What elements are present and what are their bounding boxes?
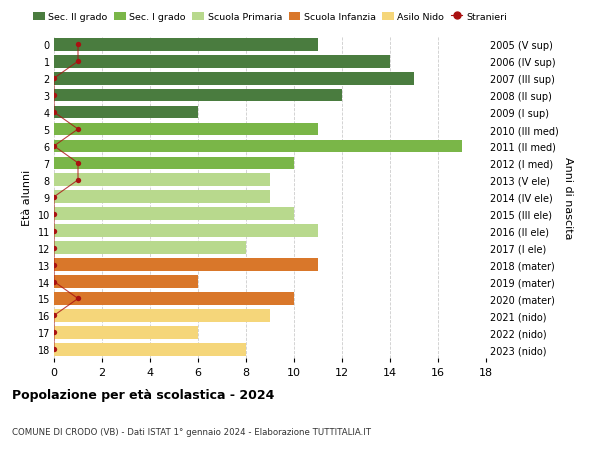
Point — [73, 126, 83, 134]
Point — [49, 329, 59, 336]
Point — [73, 177, 83, 184]
Point — [49, 278, 59, 285]
Bar — [54, 39, 318, 51]
Bar — [54, 208, 294, 221]
Bar — [54, 123, 318, 136]
Point — [49, 261, 59, 269]
Point — [73, 58, 83, 66]
Point — [73, 41, 83, 49]
Bar — [54, 343, 246, 356]
Bar — [54, 191, 270, 204]
Bar — [54, 292, 294, 305]
Bar — [54, 259, 318, 271]
Y-axis label: Età alunni: Età alunni — [22, 169, 32, 225]
Point — [49, 75, 59, 83]
Point — [49, 346, 59, 353]
Bar — [54, 157, 294, 170]
Point — [49, 228, 59, 235]
Bar — [54, 174, 270, 187]
Text: COMUNE DI CRODO (VB) - Dati ISTAT 1° gennaio 2024 - Elaborazione TUTTITALIA.IT: COMUNE DI CRODO (VB) - Dati ISTAT 1° gen… — [12, 427, 371, 436]
Bar — [54, 326, 198, 339]
Point — [49, 92, 59, 100]
Bar — [54, 73, 414, 85]
Point — [49, 143, 59, 150]
Bar — [54, 106, 198, 119]
Bar — [54, 56, 390, 68]
Bar — [54, 140, 462, 153]
Bar — [54, 242, 246, 254]
Bar — [54, 225, 318, 237]
Point — [49, 194, 59, 201]
Point — [49, 312, 59, 319]
Point — [49, 245, 59, 252]
Legend: Sec. II grado, Sec. I grado, Scuola Primaria, Scuola Infanzia, Asilo Nido, Stran: Sec. II grado, Sec. I grado, Scuola Prim… — [29, 9, 511, 26]
Bar — [54, 309, 270, 322]
Point — [49, 211, 59, 218]
Bar — [54, 275, 198, 288]
Text: Popolazione per età scolastica - 2024: Popolazione per età scolastica - 2024 — [12, 388, 274, 401]
Point — [73, 295, 83, 302]
Point — [49, 109, 59, 117]
Y-axis label: Anni di nascita: Anni di nascita — [563, 156, 573, 239]
Point — [73, 160, 83, 167]
Bar — [54, 90, 342, 102]
